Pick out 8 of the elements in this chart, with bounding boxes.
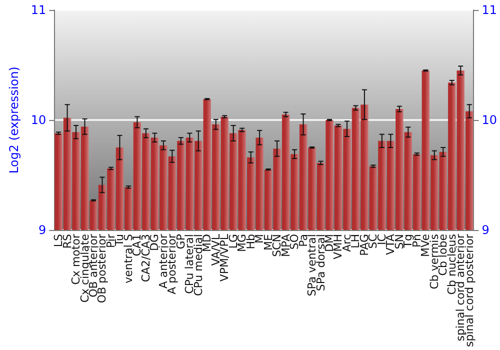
y-tick-label: 11 bbox=[30, 3, 46, 17]
y-tick-label: 10 bbox=[30, 113, 46, 128]
x-tick-label: A posterior bbox=[166, 234, 179, 294]
y2-tick-label: 9 bbox=[482, 223, 490, 238]
y-axis-title: Log2 (expression) bbox=[7, 66, 21, 174]
y2-tick-label: 10 bbox=[482, 113, 498, 128]
y-tick-label: 9 bbox=[38, 223, 46, 238]
y2-tick-label: 11 bbox=[482, 3, 498, 17]
